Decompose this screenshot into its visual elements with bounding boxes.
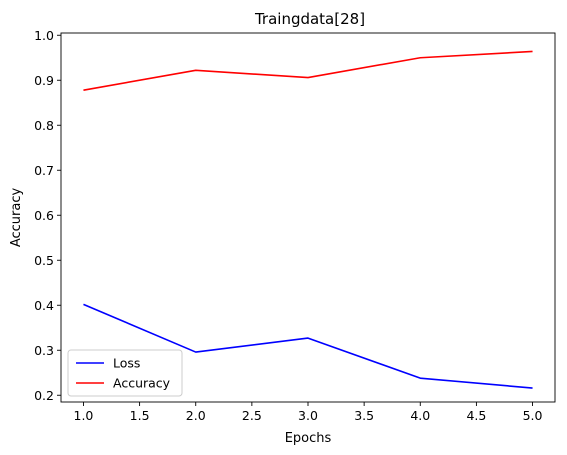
legend-label-accuracy: Accuracy — [113, 376, 171, 391]
x-tick-label: 2.5 — [242, 408, 262, 423]
y-tick-label: 0.8 — [34, 118, 54, 133]
x-tick-label: 4.0 — [410, 408, 430, 423]
y-tick-label: 0.6 — [34, 208, 54, 223]
y-tick-label: 0.3 — [34, 343, 54, 358]
chart-title: Traingdata[28] — [254, 10, 365, 28]
plot-area: 1.0 1.5 2.0 2.5 3.0 3.5 4.0 4.5 5.0 0.2 0.3 0.4 0.5… — [34, 28, 556, 423]
x-tick-label: 2.0 — [186, 408, 206, 423]
x-tick-label: 1.5 — [130, 408, 150, 423]
y-tick-label: 0.4 — [34, 298, 54, 313]
y-axis-ticks: 0.2 0.3 0.4 0.5 0.6 0.7 0.8 0.9 1.0 — [34, 28, 61, 403]
legend-box — [67, 349, 183, 397]
y-tick-label: 0.2 — [34, 388, 54, 403]
y-tick-label: 0.7 — [34, 163, 54, 178]
accuracy-series-line — [83, 50, 533, 91]
legend: Loss Accuracy — [67, 349, 183, 397]
x-tick-label: 4.5 — [466, 408, 486, 423]
y-tick-label: 1.0 — [34, 28, 54, 43]
loss-series-line — [83, 303, 533, 389]
y-axis-label: Accuracy — [9, 188, 24, 248]
y-tick-label: 0.9 — [34, 73, 54, 88]
x-tick-label: 3.0 — [298, 408, 318, 423]
x-tick-label: 3.5 — [354, 408, 374, 423]
legend-label-loss: Loss — [113, 356, 140, 371]
y-tick-label: 0.5 — [34, 253, 54, 268]
x-axis-label: Epochs — [285, 431, 332, 446]
x-tick-label: 5.0 — [523, 408, 543, 423]
series-lines — [83, 50, 533, 389]
x-tick-label: 1.0 — [74, 408, 94, 423]
x-axis-ticks: 1.0 1.5 2.0 2.5 3.0 3.5 4.0 4.5 5.0 — [74, 402, 543, 423]
